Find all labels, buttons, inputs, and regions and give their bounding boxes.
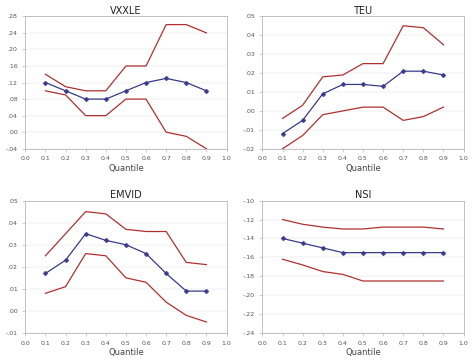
Title: EMVID: EMVID	[110, 190, 142, 200]
X-axis label: Quantile: Quantile	[345, 164, 381, 173]
Title: VXXLE: VXXLE	[110, 5, 142, 16]
X-axis label: Quantile: Quantile	[108, 348, 144, 358]
Title: NSI: NSI	[355, 190, 371, 200]
X-axis label: Quantile: Quantile	[108, 164, 144, 173]
Title: TEU: TEU	[354, 5, 373, 16]
X-axis label: Quantile: Quantile	[345, 348, 381, 358]
